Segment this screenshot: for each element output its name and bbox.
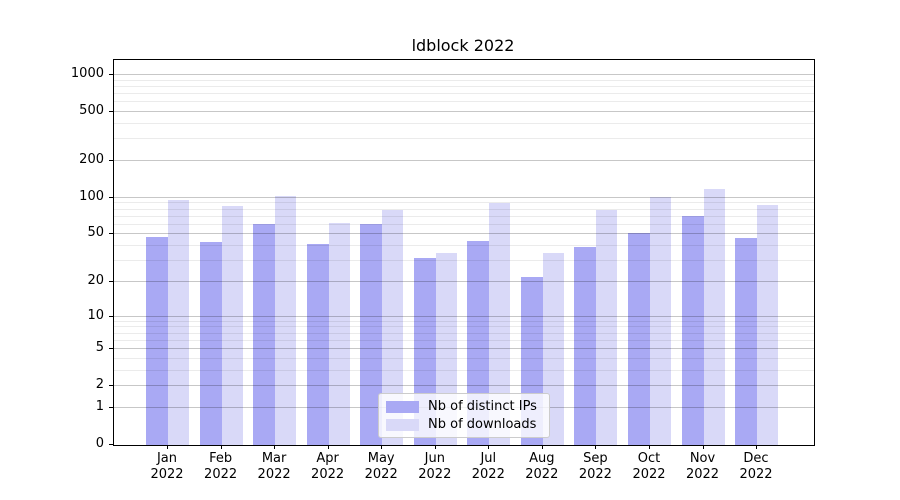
x-tick-mark-sep [595,445,597,449]
y-tick-label-10: 10 [87,307,104,323]
plot-area [113,59,815,446]
y-tick-label-1000: 1000 [70,66,104,81]
x-tick-mark-aug [541,445,543,449]
y-tick-label-100: 100 [79,188,104,204]
x-tick-label-jul: Jul 2022 [471,451,505,482]
y-tick-label-500: 500 [79,103,104,119]
y-tick-mark-20 [109,280,113,282]
bars-layer [114,60,814,445]
y-tick-mark-500 [109,111,113,113]
x-tick-mark-jun [434,445,436,449]
bar-downloads-nov [703,188,725,445]
legend-row-downloads: Nb of downloads [386,417,541,432]
legend-label-distinct-ips: Nb of distinct IPs [428,399,537,414]
bar-downloads-mar [275,196,297,445]
x-tick-label-may: May 2022 [364,451,398,482]
y-tick-label-2: 2 [95,377,104,393]
y-tick-label-20: 20 [87,272,104,288]
x-tick-mark-nov [702,445,704,449]
bar-downloads-feb [221,206,243,445]
x-tick-mark-jul [488,445,490,449]
y-tick-mark-10 [109,315,113,317]
y-tick-mark-200 [109,160,113,161]
x-tick-mark-dec [756,445,757,449]
y-tick-mark-5 [109,348,113,349]
y-tick-mark-50 [109,233,113,235]
x-tick-label-dec: Dec 2022 [739,451,773,482]
y-tick-mark-1000 [109,74,113,75]
bar-distinct-ips-sep [574,247,597,445]
x-tick-label-jan: Jan 2022 [150,451,184,482]
x-tick-label-mar: Mar 2022 [257,451,291,482]
bar-downloads-sep [596,209,618,445]
bar-distinct-ips-nov [681,216,704,445]
y-tick-label-1: 1 [95,398,104,414]
bar-distinct-ips-apr [306,243,329,445]
x-tick-label-oct: Oct 2022 [632,451,666,482]
bar-distinct-ips-jan [146,236,168,445]
y-tick-mark-0 [109,444,113,445]
x-tick-mark-mar [274,445,276,449]
legend-row-distinct-ips: Nb of distinct IPs [386,399,541,414]
bar-downloads-jan [168,199,189,445]
x-tick-mark-oct [649,445,650,449]
x-tick-label-apr: Apr 2022 [311,451,345,482]
x-tick-mark-jan [167,445,168,449]
x-tick-label-jun: Jun 2022 [418,451,452,482]
y-tick-mark-1 [109,406,113,408]
legend-swatch-downloads [386,418,419,431]
y-tick-label-50: 50 [87,225,104,241]
bar-distinct-ips-oct [628,233,650,445]
y-tick-label-200: 200 [79,152,104,167]
bar-distinct-ips-feb [199,242,222,445]
bar-distinct-ips-mar [253,224,276,445]
x-tick-label-feb: Feb 2022 [204,451,238,482]
bar-downloads-oct [650,197,671,445]
legend-label-downloads: Nb of downloads [428,417,537,432]
y-tick-label-5: 5 [95,340,104,355]
legend-swatch-distinct-ips [386,400,419,413]
x-tick-label-nov: Nov 2022 [685,451,720,482]
x-tick-label-sep: Sep 2022 [578,451,612,482]
y-tick-mark-2 [109,385,113,387]
bar-downloads-dec [757,205,778,445]
bar-downloads-jul [489,203,511,445]
chart-title: ldblock 2022 [411,36,515,55]
y-tick-mark-100 [109,196,113,198]
bar-downloads-may [382,209,404,445]
bar-downloads-apr [328,223,350,445]
x-tick-mark-feb [220,445,222,449]
x-tick-mark-apr [327,445,329,449]
x-tick-mark-may [381,445,383,449]
legend: Nb of distinct IPs Nb of downloads [378,393,550,438]
y-tick-label-0: 0 [95,436,104,451]
bar-distinct-ips-dec [735,237,757,445]
x-tick-label-aug: Aug 2022 [525,451,559,482]
bar-distinct-ips-may [360,224,383,445]
